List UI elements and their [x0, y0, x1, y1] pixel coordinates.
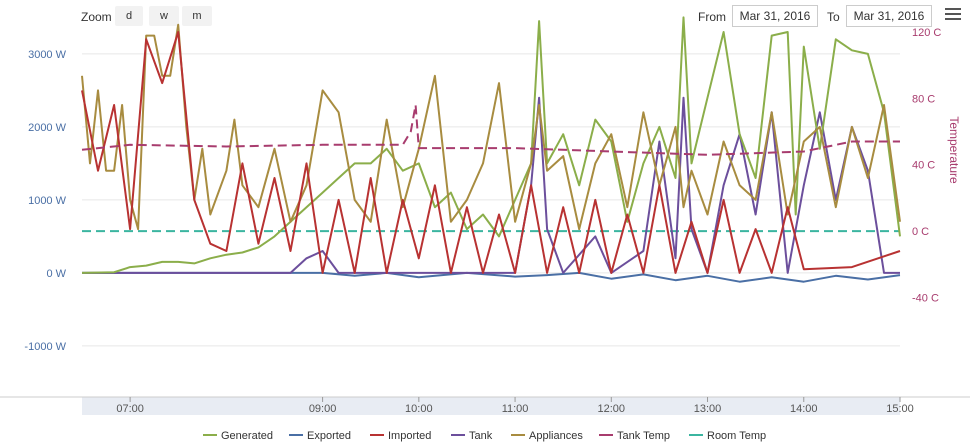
y-left-tick-label: 3000 W: [28, 49, 67, 61]
y-left-tick-label: 1000 W: [28, 195, 67, 207]
y-left-tick-label: -1000 W: [24, 341, 66, 353]
legend-item-imported[interactable]: Imported: [388, 430, 431, 442]
y-right-tick-label: 0 C: [912, 226, 929, 238]
x-tick-label: 12:00: [598, 403, 626, 415]
from-label: From: [698, 10, 726, 24]
zoom-day-button[interactable]: d: [115, 6, 143, 26]
legend-item-exported[interactable]: Exported: [307, 430, 351, 442]
x-tick-label: 14:00: [790, 403, 818, 415]
legend-item-tank[interactable]: Tank: [469, 430, 493, 442]
range-toolbar: Zoom d w m From Mar 31, 2016 To Mar 31, …: [0, 0, 970, 34]
to-label: To: [827, 10, 840, 24]
y-right-tick-label: 120 C: [912, 27, 941, 39]
series-line-tank-temp: [81, 104, 900, 156]
y-right-tick-label: -40 C: [912, 292, 939, 304]
navigator-band: [82, 397, 900, 415]
series-line-imported: [81, 31, 901, 274]
x-tick-label: 07:00: [116, 403, 144, 415]
legend-item-tank-temp[interactable]: Tank Temp: [617, 430, 670, 442]
to-date-input[interactable]: Mar 31, 2016: [846, 5, 932, 27]
x-tick-label: 10:00: [405, 403, 433, 415]
hamburger-menu-icon[interactable]: [945, 8, 961, 22]
from-date-input[interactable]: Mar 31, 2016: [732, 5, 818, 27]
x-tick-label: 11:00: [502, 403, 529, 415]
zoom-month-button[interactable]: m: [182, 6, 212, 26]
legend-item-appliances[interactable]: Appliances: [529, 430, 583, 442]
y-right-tick-label: 40 C: [912, 160, 935, 172]
zoom-week-button[interactable]: w: [149, 6, 179, 26]
legend-item-room-temp[interactable]: Room Temp: [707, 430, 766, 442]
y-right-axis-title: Temperature: [947, 116, 961, 184]
y-right-tick-label: 80 C: [912, 93, 935, 105]
x-tick-label: 09:00: [309, 403, 337, 415]
x-tick-label: 13:00: [694, 403, 722, 415]
zoom-label: Zoom: [81, 10, 112, 24]
series-line-generated: [81, 16, 901, 274]
series-line-exported: [82, 271, 901, 283]
x-tick-label: 15:00: [886, 403, 914, 415]
y-left-tick-label: 0 W: [46, 268, 66, 280]
legend-item-generated[interactable]: Generated: [221, 430, 273, 442]
y-left-tick-label: 2000 W: [28, 122, 67, 134]
